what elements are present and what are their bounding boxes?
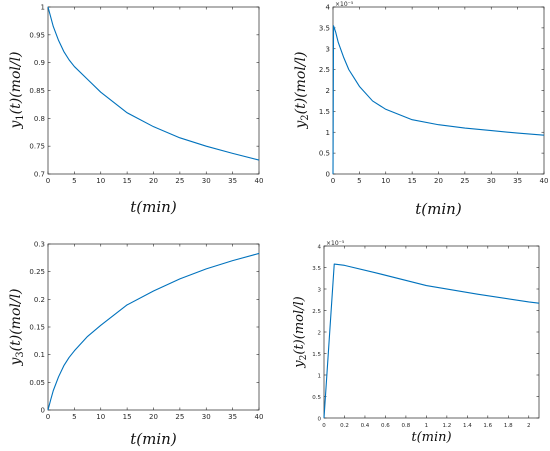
chart-y2-zoom: 0 0.2 0.4 0.6 0.8 1 1.2 1.4 1.6 1.8 2 0 0.5 1 1.5 2 2.5 3… bbox=[292, 240, 540, 445]
series-line bbox=[47, 6, 260, 161]
y-tick-label: 2 bbox=[326, 87, 330, 95]
y-tick-label: 4 bbox=[318, 245, 322, 251]
x-tick-label: 25 bbox=[175, 413, 184, 421]
y-exponent-label: ×10⁻⁵ bbox=[335, 1, 354, 8]
x-tick-label: 15 bbox=[408, 177, 417, 185]
y-tick-label: 0.9 bbox=[34, 59, 45, 67]
axes-box bbox=[47, 243, 260, 411]
x-tick-label: 10 bbox=[96, 177, 105, 185]
y-tick-label: 3 bbox=[318, 288, 322, 294]
y-tick-label: 0 bbox=[326, 171, 330, 179]
y-tick-label: 2.5 bbox=[319, 66, 330, 74]
x-tick-label: 5 bbox=[72, 177, 76, 185]
chart-y1: 0 5 10 15 20 25 30 35 40 0.7 0.75 0.8 0.85 0.9 0.95 1 t(… bbox=[8, 4, 263, 217]
y-tick-label: 0.75 bbox=[29, 143, 45, 151]
y-tick-label: 0.1 bbox=[34, 351, 45, 359]
y-tick-label: 0.15 bbox=[29, 324, 45, 332]
x-axis-label: t(min) bbox=[411, 430, 451, 445]
x-axis-label: t(min) bbox=[130, 430, 177, 448]
y-tick-label: 0.95 bbox=[29, 31, 45, 39]
series-line bbox=[47, 252, 260, 411]
axes-box bbox=[323, 245, 540, 419]
y-exponent-label: ×10⁻⁵ bbox=[326, 240, 345, 247]
y-axis-label: y2(t)(mol/l) bbox=[293, 51, 311, 129]
y-axis-label: y3(t)(mol/l) bbox=[8, 288, 26, 366]
x-tick-label: 35 bbox=[513, 177, 522, 185]
series-line bbox=[332, 25, 545, 175]
y-tick-label: 0.05 bbox=[29, 379, 45, 387]
x-tick-label: 15 bbox=[123, 413, 132, 421]
y-tick-label: 3.5 bbox=[319, 24, 330, 32]
y-tick-label: 1 bbox=[318, 374, 322, 380]
y-tick-label: 0 bbox=[318, 417, 322, 423]
x-tick-label: 5 bbox=[357, 177, 361, 185]
y-tick-label: 0.8 bbox=[34, 115, 45, 123]
y-tick-label: 3 bbox=[326, 45, 330, 53]
y-tick-label: 2.5 bbox=[312, 309, 321, 315]
series-line bbox=[323, 263, 540, 419]
y-tick-label: 0.7 bbox=[34, 171, 45, 179]
x-tick-label: 20 bbox=[149, 413, 158, 421]
y-tick-label: 0.85 bbox=[29, 87, 45, 95]
x-tick-label: 1 bbox=[425, 423, 429, 429]
x-tick-label: 0.2 bbox=[340, 423, 349, 429]
axes-box bbox=[332, 6, 545, 175]
y-tick-label: 0.3 bbox=[34, 241, 45, 249]
chart-y3: 0 5 10 15 20 25 30 35 40 0 0.05 0.1 0.15 0.2 0.25 0.3 t(… bbox=[8, 241, 263, 449]
x-tick-label: 0 bbox=[322, 423, 326, 429]
x-tick-label: 40 bbox=[255, 413, 264, 421]
y-tick-label: 3.5 bbox=[312, 266, 321, 272]
y-tick-label: 1 bbox=[41, 4, 45, 12]
x-tick-label: 0 bbox=[46, 413, 50, 421]
x-tick-label: 40 bbox=[255, 177, 264, 185]
y-tick-label: 1.5 bbox=[319, 108, 330, 116]
y-tick-label: 0.25 bbox=[29, 268, 45, 276]
x-tick-label: 2 bbox=[527, 423, 531, 429]
y-axis-label: y1(t)(mol/l) bbox=[8, 51, 26, 129]
x-tick-label: 35 bbox=[228, 177, 237, 185]
x-tick-label: 35 bbox=[228, 413, 237, 421]
x-tick-label: 0 bbox=[46, 177, 50, 185]
y-tick-label: 2 bbox=[318, 331, 322, 337]
x-tick-label: 0 bbox=[331, 177, 335, 185]
y-tick-label: 0.5 bbox=[312, 395, 321, 401]
x-tick-label: 20 bbox=[434, 177, 443, 185]
x-tick-label: 20 bbox=[149, 177, 158, 185]
x-tick-label: 30 bbox=[202, 413, 211, 421]
x-tick-label: 10 bbox=[381, 177, 390, 185]
x-axis-label: t(min) bbox=[130, 198, 177, 216]
x-tick-label: 5 bbox=[72, 413, 76, 421]
x-tick-label: 30 bbox=[202, 177, 211, 185]
y-axis-label: y2(t)(mol/l) bbox=[292, 296, 309, 369]
chart-y2: 0 5 10 15 20 25 30 35 40 0 0.5 1 1.5 2 2.5 3 3.5 4 ×10⁻⁵ t(… bbox=[293, 1, 548, 218]
x-tick-label: 0.6 bbox=[381, 423, 390, 429]
y-tick-label: 1.5 bbox=[312, 352, 321, 358]
x-tick-label: 1.2 bbox=[442, 423, 451, 429]
x-tick-label: 0.8 bbox=[402, 423, 411, 429]
y-tick-label: 4 bbox=[326, 4, 331, 12]
x-tick-label: 0.4 bbox=[361, 423, 370, 429]
x-tick-label: 15 bbox=[123, 177, 132, 185]
x-tick-label: 10 bbox=[96, 413, 105, 421]
axes-box bbox=[47, 6, 260, 175]
y-tick-label: 0.2 bbox=[34, 296, 45, 304]
y-tick-label: 0 bbox=[41, 407, 45, 415]
x-tick-label: 30 bbox=[487, 177, 496, 185]
x-tick-label: 25 bbox=[460, 177, 469, 185]
x-tick-label: 40 bbox=[540, 177, 549, 185]
x-tick-label: 1.8 bbox=[504, 423, 513, 429]
y-tick-label: 0.5 bbox=[319, 150, 330, 158]
y-tick-label: 1 bbox=[326, 129, 330, 137]
x-axis-label: t(min) bbox=[415, 200, 462, 218]
x-tick-label: 25 bbox=[175, 177, 184, 185]
x-tick-label: 1.4 bbox=[463, 423, 472, 429]
x-tick-label: 1.6 bbox=[483, 423, 492, 429]
